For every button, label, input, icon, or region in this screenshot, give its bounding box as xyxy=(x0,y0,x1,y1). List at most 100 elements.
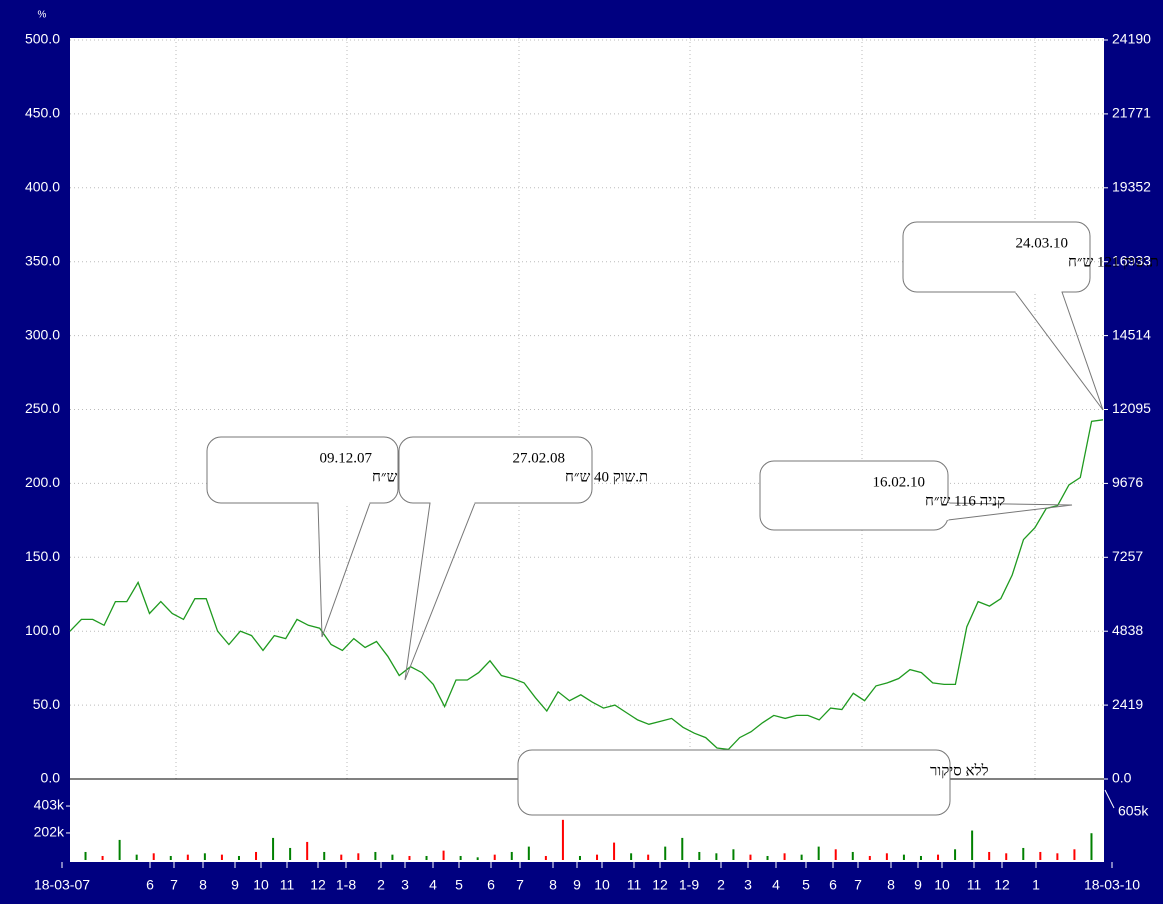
callout-box xyxy=(902,221,1091,293)
volume-bar xyxy=(186,854,189,860)
volume-bar xyxy=(527,846,530,860)
volume-bar xyxy=(374,851,377,860)
x-tick-label: 7 xyxy=(854,877,862,893)
x-tick-label: 4 xyxy=(429,877,437,893)
volume-tick-label: 403k xyxy=(34,797,65,813)
y-tick-label: 250.0 xyxy=(25,400,60,416)
x-tick-label: 1 xyxy=(1032,877,1040,893)
volume-tick-label: 202k xyxy=(34,824,65,840)
volume-bar xyxy=(1090,833,1093,860)
x-tick-label: 11 xyxy=(967,877,982,893)
volume-bar xyxy=(544,855,547,860)
y-tick-label: 400.0 xyxy=(25,179,60,195)
volume-bar xyxy=(954,849,957,860)
x-tick-label: 7 xyxy=(170,877,178,893)
x-tick-label: 8 xyxy=(199,877,207,893)
volume-bar xyxy=(272,837,275,860)
volume-bar xyxy=(988,851,991,860)
volume-bar xyxy=(834,849,837,860)
volume-bar xyxy=(1005,853,1008,860)
y2-tick-label: 24190 xyxy=(1112,31,1151,47)
volume-bar xyxy=(306,841,309,860)
volume-bar xyxy=(749,854,752,860)
volume-bar xyxy=(425,855,428,860)
x-tick-label: 1-8 xyxy=(336,877,356,893)
x-tick-label: 5 xyxy=(802,877,810,893)
volume-bar xyxy=(391,854,394,860)
y2-tick-label: 14514 xyxy=(1112,326,1151,342)
x-tick-label: 9 xyxy=(231,877,239,893)
callout-box xyxy=(206,436,399,504)
volume-bar xyxy=(135,854,138,860)
x-tick-label: 11 xyxy=(627,877,642,893)
callout: ללא סיקור xyxy=(517,749,988,816)
y-tick-label: 200.0 xyxy=(25,474,60,490)
y-unit: % xyxy=(38,10,47,21)
x-tick-label: 12 xyxy=(310,877,326,893)
x-tick-label: 6 xyxy=(829,877,837,893)
volume-bar xyxy=(323,851,326,860)
x-tick-label: 8 xyxy=(549,877,557,893)
volume-bar xyxy=(442,850,445,860)
x-tick-label: 7 xyxy=(516,877,524,893)
volume-bar xyxy=(868,855,871,860)
volume-bar xyxy=(817,846,820,860)
volume-bar xyxy=(885,853,888,860)
x-tick-label: 10 xyxy=(594,877,610,893)
volume-bar xyxy=(84,851,87,860)
callout-gap xyxy=(946,502,950,521)
volume-bar xyxy=(647,854,650,860)
callout-text: ת.שוק 121 ש״ח xyxy=(1068,254,1159,270)
callout-pointer xyxy=(1014,291,1104,411)
x-tick-label: 2 xyxy=(717,877,725,893)
volume-bar xyxy=(919,855,922,860)
volume-bar xyxy=(851,851,854,860)
volume-bar xyxy=(1073,849,1076,860)
volume-bar xyxy=(476,857,479,860)
y2-tick-label: 12095 xyxy=(1112,400,1151,416)
callout-text: 27.02.08 xyxy=(513,450,566,466)
volume-scale-tick xyxy=(1104,789,1115,809)
y-tick-label: 0.0 xyxy=(41,770,61,786)
callout-text: 09.12.07 xyxy=(320,450,373,466)
x-tick-label: 11 xyxy=(280,877,295,893)
y2-tick-label: 2419 xyxy=(1112,696,1143,712)
volume-bar xyxy=(1056,853,1059,860)
volume-bar xyxy=(220,854,223,860)
volume-bar xyxy=(289,847,292,860)
y2-tick-label: 9676 xyxy=(1112,474,1143,490)
volume-bar xyxy=(766,855,769,860)
volume-bar xyxy=(152,853,155,860)
y2-tick-label: 16933 xyxy=(1112,252,1151,268)
volume-bar xyxy=(971,830,974,860)
callout-box xyxy=(398,436,593,504)
x-tick-label: 5 xyxy=(455,877,463,893)
x-tick-label: 2 xyxy=(377,877,385,893)
volume-bar xyxy=(596,854,599,860)
y-tick-label: 100.0 xyxy=(25,622,60,638)
callout: 27.02.08 ת.שוק 40 ש״ח xyxy=(398,436,648,681)
x-tick-label: 6 xyxy=(487,877,495,893)
volume-y2-tick-label: 605k xyxy=(1118,803,1149,819)
y2-tick-label: 0.0 xyxy=(1112,770,1132,786)
callout-pointer xyxy=(947,502,1073,521)
callout-text: ת.שוק 40 ש״ח xyxy=(565,469,648,485)
x-tick-label: 18-03-10 xyxy=(1084,877,1140,893)
x-tick-label: 4 xyxy=(772,877,780,893)
x-tick-label: 12 xyxy=(652,877,668,893)
x-tick-label: 9 xyxy=(573,877,581,893)
x-tick-label: 1-9 xyxy=(679,877,699,893)
y-tick-label: 150.0 xyxy=(25,548,60,564)
volume-bar xyxy=(613,842,616,860)
volume-bar xyxy=(1022,847,1025,860)
y2-tick-label: 4838 xyxy=(1112,622,1143,638)
x-tick-label: 3 xyxy=(401,877,409,893)
volume-bar xyxy=(578,855,581,860)
y2-tick-label: 19352 xyxy=(1112,179,1151,195)
volume-bar xyxy=(902,854,905,860)
x-tick-label: 18-03-07 xyxy=(34,877,90,893)
callout-pointer xyxy=(317,502,371,638)
y-tick-label: 350.0 xyxy=(25,252,60,268)
x-tick-label: 9 xyxy=(914,877,922,893)
y-tick-label: 300.0 xyxy=(25,326,60,342)
